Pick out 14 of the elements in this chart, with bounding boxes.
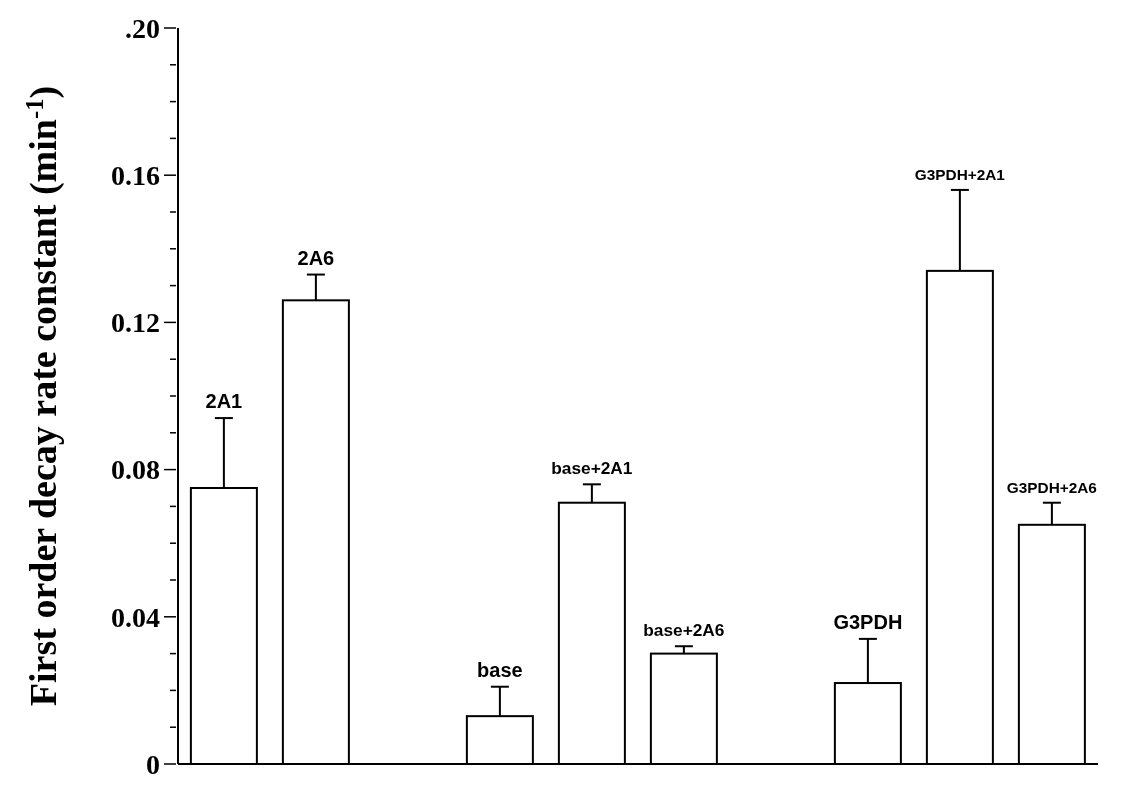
y-tick-label: 0.08 [111, 454, 160, 486]
y-tick-label: 0.04 [111, 601, 160, 633]
x-tick-label: 2A6 [297, 246, 335, 269]
x-tick-label: G3PDH [833, 610, 903, 633]
x-tick-label: G3PDH+2A6 [1006, 478, 1097, 496]
y-tick-label: 0.12 [111, 307, 160, 339]
x-tick-label: base+2A1 [551, 458, 633, 479]
x-tick-label: G3PDH+2A1 [914, 165, 1006, 183]
x-tick-label: 2A1 [205, 390, 243, 413]
y-tick-label: .20 [125, 12, 160, 44]
y-tick-label: 0.16 [111, 160, 160, 191]
x-tick-label: base [477, 658, 523, 681]
y-tick-label: 0 [146, 748, 160, 780]
x-tick-label: base+2A6 [643, 620, 725, 641]
